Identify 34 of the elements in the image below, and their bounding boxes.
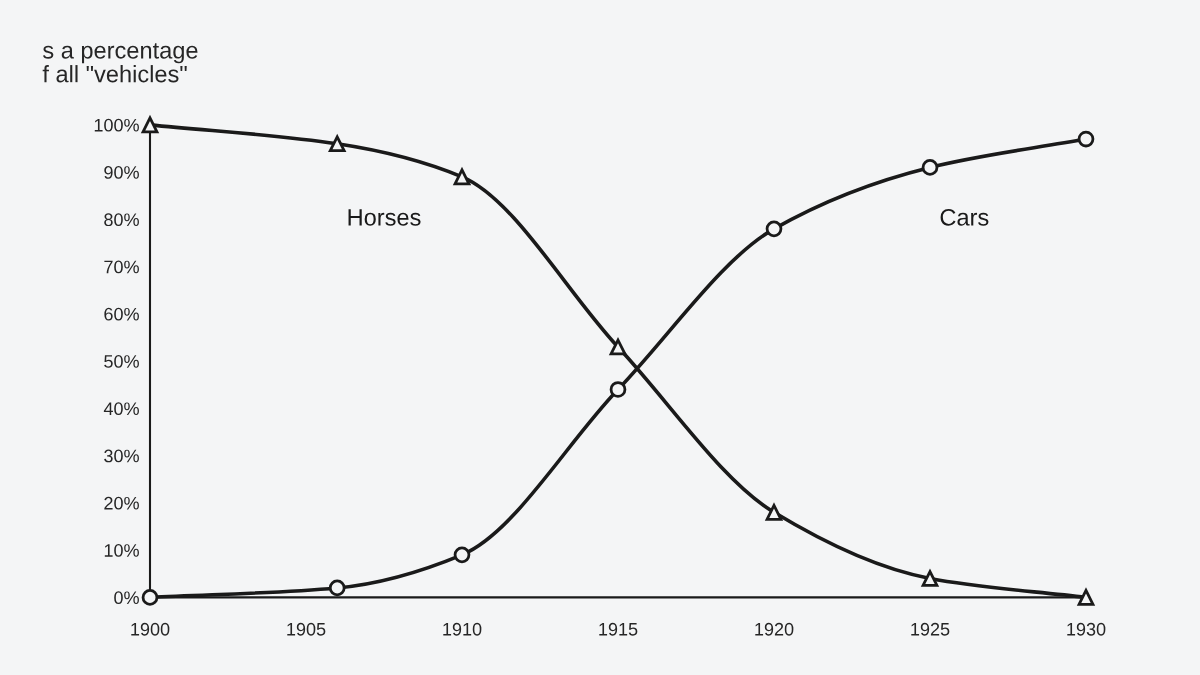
x-tick-label: 1905 [287,622,326,636]
y-axis-title: s a percentage f all "vehicles" [42,43,198,83]
x-tick-label: 1915 [599,622,638,636]
y-tick-label: 30% [104,449,139,463]
x-tick-label: 1930 [1067,622,1106,636]
point [1077,130,1095,148]
point [921,159,939,176]
point [1077,589,1095,606]
y-tick-label: 40% [103,402,139,416]
y-tick-label: 70% [104,260,139,274]
point [765,220,783,238]
y-tick-label: 100% [94,118,139,132]
x-tick-label: 1920 [755,622,794,636]
y-tick-label: 20% [104,496,139,510]
y-tick-label: 50% [104,355,139,368]
point [609,338,627,356]
y-tick-label: 90% [104,166,139,179]
x-tick-label: 1925 [911,622,950,636]
point [328,135,346,153]
y-tick-label: 60% [104,307,139,321]
x-tick-label: 1910 [443,622,482,636]
series-label: Cars [940,208,989,226]
point [609,381,627,398]
point [921,570,939,587]
y-tick-label: 80% [104,213,139,227]
point [765,503,783,521]
y-tick-label: 0% [114,591,139,605]
point [453,168,471,186]
y-tick-label: 10% [104,544,139,557]
point [328,579,346,597]
point [141,589,159,606]
point [453,546,471,564]
x-tick-label: 1900 [131,622,170,636]
series-label: Horses [348,209,421,226]
